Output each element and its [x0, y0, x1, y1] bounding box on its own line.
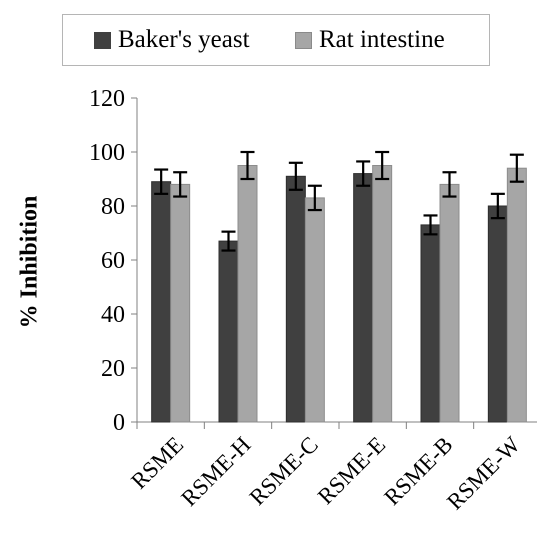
- bar-baker-s-yeast-rsme-e: [353, 173, 374, 423]
- y-tick-label-120: 120: [89, 86, 125, 112]
- bar-rat-intestine-rsme-c: [304, 197, 325, 423]
- bar-baker-s-yeast-rsme-c: [285, 175, 306, 423]
- bar-rat-intestine-rsme: [170, 183, 191, 423]
- y-tick-label-20: 20: [101, 356, 125, 382]
- x-tick-label-rsme-c: RSME-C: [245, 432, 323, 510]
- bar-rat-intestine-rsme-e: [372, 165, 393, 423]
- legend-label-rat-intestine: Rat intestine: [319, 26, 445, 53]
- y-tick-label-80: 80: [101, 194, 125, 220]
- legend-label-bakers-yeast: Baker's yeast: [118, 26, 250, 53]
- y-tick-label-100: 100: [89, 140, 125, 166]
- y-tick-label-60: 60: [101, 248, 125, 274]
- bar-rat-intestine-rsme-h: [237, 165, 258, 423]
- x-tick-label-rsme-e: RSME-E: [313, 432, 390, 509]
- x-tick-label-rsme-w: RSME-W: [442, 432, 525, 515]
- y-tick-label-0: 0: [113, 410, 125, 436]
- legend-swatch-rat-intestine: [295, 31, 312, 49]
- y-axis-label: % Inhibition: [16, 195, 43, 329]
- bar-baker-s-yeast-rsme-w: [487, 205, 508, 423]
- legend-item-rat-intestine: Rat intestine: [295, 26, 445, 54]
- legend-item-bakers-yeast: Baker's yeast: [94, 26, 250, 54]
- legend: Baker's yeast Rat intestine: [62, 14, 490, 66]
- bar-rat-intestine-rsme-w: [506, 167, 527, 423]
- bar-baker-s-yeast-rsme-b: [420, 224, 441, 423]
- bar-baker-s-yeast-rsme-h: [218, 240, 239, 423]
- x-tick-label-rsme: RSME: [126, 432, 188, 494]
- legend-swatch-bakers-yeast: [94, 31, 111, 49]
- y-tick-label-40: 40: [101, 302, 125, 328]
- bar-baker-s-yeast-rsme: [151, 181, 172, 423]
- bar-rat-intestine-rsme-b: [439, 183, 460, 423]
- x-tick-label-rsme-h: RSME-H: [176, 432, 255, 511]
